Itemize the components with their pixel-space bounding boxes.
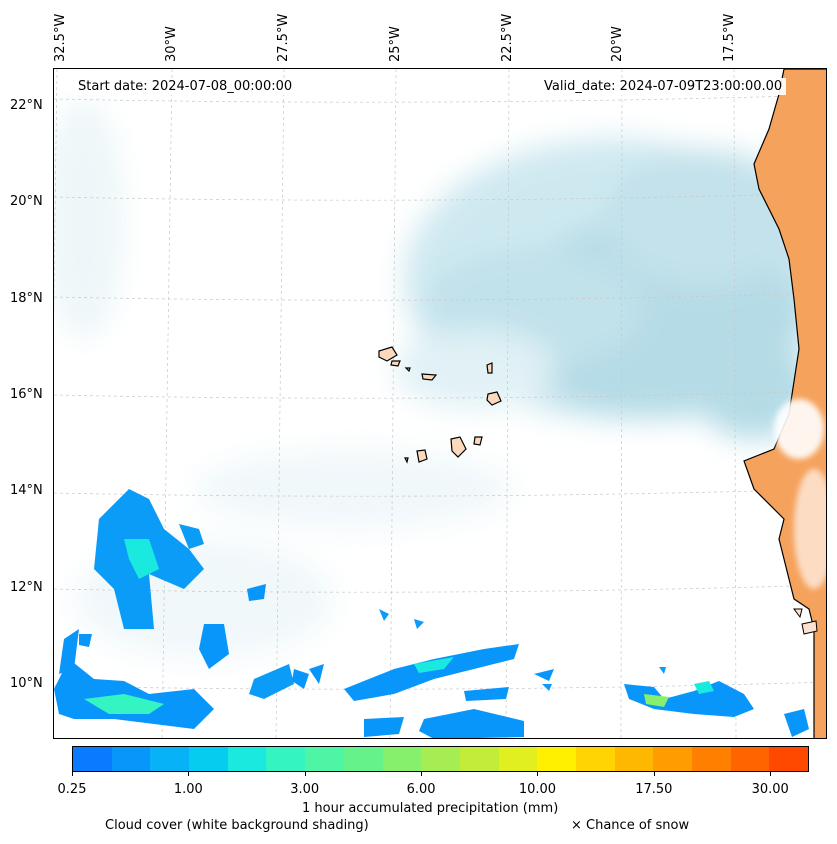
map-canvas — [54, 69, 826, 738]
colorbar-segment — [730, 747, 770, 771]
start-date-label: Start date: 2024-07-08_00:00:00 — [74, 78, 297, 95]
valid-date-label: Valid_date: 2024-07-09T23:00:00.00 — [540, 78, 787, 95]
colorbar-tick-mark — [72, 772, 73, 776]
colorbar-segment — [305, 747, 344, 771]
cape-verde-islands — [378, 346, 502, 464]
colorbar-segment — [73, 747, 112, 771]
colorbar-segment — [266, 747, 306, 771]
lat-label-10n: 10°N — [10, 676, 43, 691]
colorbar-tick-mark — [653, 772, 655, 776]
lon-label-30w: 30°W — [164, 26, 179, 62]
colorbar-segment — [150, 747, 190, 771]
colorbar-segment — [614, 747, 654, 771]
colorbar-segment — [227, 747, 267, 771]
lat-label-12n: 12°N — [10, 580, 43, 595]
colorbar-segment — [111, 747, 151, 771]
lon-label-20w: 20°W — [610, 26, 625, 62]
lon-label-25w: 25°W — [388, 26, 403, 62]
colorbar-tick-mark — [188, 772, 190, 776]
cloud-cover-legend: Cloud cover (white background shading) — [105, 818, 369, 833]
colorbar-segment — [537, 747, 576, 771]
colorbar-tick-mark — [537, 772, 539, 776]
colorbar-tick-label: 30.00 — [751, 782, 789, 797]
colorbar-tick-label: 10.00 — [518, 782, 557, 797]
colorbar-tick-mark — [304, 772, 306, 776]
colorbar-segment — [343, 747, 383, 771]
graticule — [54, 69, 826, 738]
lat-label-22n: 22°N — [10, 98, 43, 113]
colorbar-segment — [769, 747, 809, 771]
colorbar-segment — [653, 747, 692, 771]
colorbar-segment — [421, 747, 460, 771]
colorbar-segment — [459, 747, 499, 771]
lat-label-14n: 14°N — [10, 483, 43, 498]
precipitation-colorbar — [72, 746, 809, 772]
snow-legend: × Chance of snow — [571, 818, 690, 833]
colorbar-tick-label: 6.00 — [406, 782, 436, 797]
colorbar-tick-label: 17.50 — [635, 782, 673, 797]
coastal-cloud-patches — [774, 399, 826, 589]
colorbar-segment — [692, 747, 731, 771]
coastal-islands — [793, 608, 818, 635]
lon-label-17-5w: 17.5°W — [722, 13, 737, 62]
lat-label-16n: 16°N — [10, 387, 43, 402]
lon-label-32-5w: 32.5°W — [53, 13, 68, 62]
colorbar-tick-mark — [421, 772, 423, 776]
colorbar-label: 1 hour accumulated precipitation (mm) — [302, 801, 559, 816]
colorbar-tick-label: 3.00 — [290, 782, 320, 797]
lat-label-20n: 20°N — [10, 194, 43, 209]
colorbar-segment — [189, 747, 228, 771]
map-panel — [53, 68, 827, 739]
colorbar-segment — [382, 747, 422, 771]
lon-label-27-5w: 27.5°W — [276, 13, 291, 62]
colorbar-segment — [575, 747, 615, 771]
colorbar-segment — [498, 747, 538, 771]
lon-label-22-5w: 22.5°W — [500, 13, 515, 62]
colorbar-tick-mark — [770, 772, 772, 776]
colorbar-tick-label: 0.25 — [57, 782, 87, 797]
precipitation-areas — [54, 489, 809, 738]
lat-label-18n: 18°N — [10, 291, 43, 306]
colorbar-tick-label: 1.00 — [173, 782, 203, 797]
